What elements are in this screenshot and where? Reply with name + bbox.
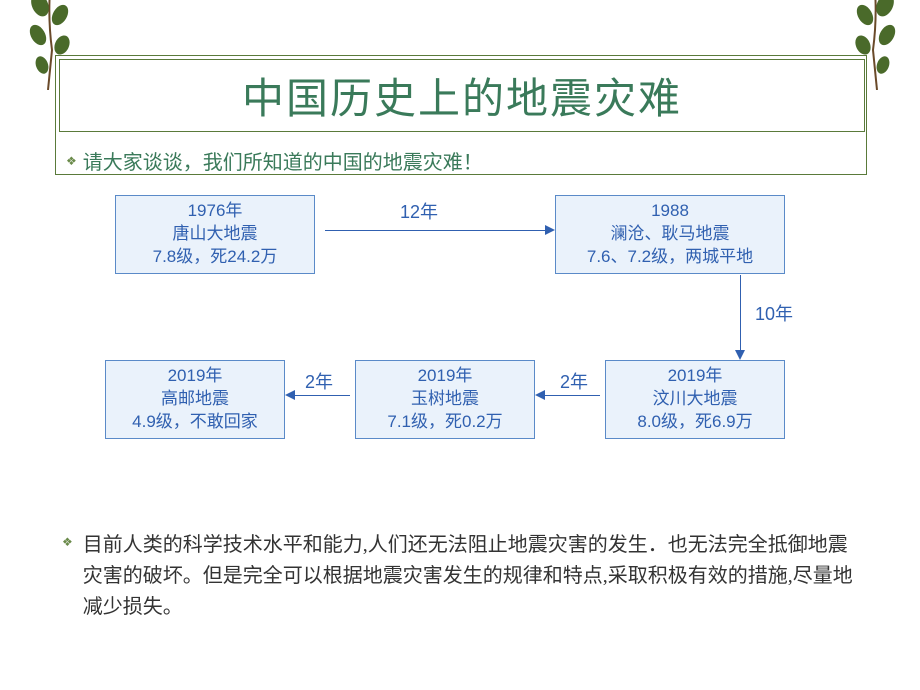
arrow-line bbox=[740, 275, 741, 350]
node-year: 2019年 bbox=[362, 365, 528, 388]
edge-label: 12年 bbox=[400, 198, 438, 224]
edge-label: 10年 bbox=[755, 300, 793, 326]
node-year: 2019年 bbox=[112, 365, 278, 388]
flow-node-wenchuan: 2019年汶川大地震8.0级，死6.9万 bbox=[605, 360, 785, 439]
edge-label: 2年 bbox=[560, 368, 588, 394]
title-inner: 中国历史上的地震灾难 bbox=[59, 59, 865, 132]
node-year: 1988 bbox=[562, 200, 778, 223]
arrow-line bbox=[545, 395, 600, 396]
bullet-icon: ❖ bbox=[66, 155, 77, 167]
arrow-line bbox=[325, 230, 545, 231]
flow-node-gaoyou: 2019年高邮地震4.9级，不敢回家 bbox=[105, 360, 285, 439]
summary-paragraph: ❖ 目前人类的科学技术水平和能力,人们还无法阻止地震灾害的发生．也无法完全抵御地… bbox=[62, 530, 862, 623]
arrow-head-icon bbox=[735, 350, 745, 360]
edge-label: 2年 bbox=[305, 368, 333, 394]
node-name: 高邮地震 bbox=[112, 388, 278, 411]
node-name: 澜沧、耿马地震 bbox=[562, 223, 778, 246]
arrow-line bbox=[295, 395, 350, 396]
subtitle-row: ❖ 请大家谈谈，我们所知道的中国的地震灾难！ bbox=[66, 146, 483, 175]
node-detail: 7.6、7.2级，两城平地 bbox=[562, 246, 778, 269]
subtitle-text: 请大家谈谈，我们所知道的中国的地震灾难！ bbox=[83, 146, 483, 175]
node-detail: 8.0级，死6.9万 bbox=[612, 411, 778, 434]
node-year: 1976年 bbox=[122, 200, 308, 223]
node-detail: 4.9级，不敢回家 bbox=[112, 411, 278, 434]
arrow-head-icon bbox=[535, 390, 545, 400]
node-name: 唐山大地震 bbox=[122, 223, 308, 246]
arrow-head-icon bbox=[545, 225, 555, 235]
arrow-head-icon bbox=[285, 390, 295, 400]
node-year: 2019年 bbox=[612, 365, 778, 388]
flow-node-yushu: 2019年玉树地震7.1级，死0.2万 bbox=[355, 360, 535, 439]
flow-node-tangshan: 1976年唐山大地震7.8级，死24.2万 bbox=[115, 195, 315, 274]
node-name: 汶川大地震 bbox=[612, 388, 778, 411]
flow-node-lancang: 1988澜沧、耿马地震7.6、7.2级，两城平地 bbox=[555, 195, 785, 274]
page-title: 中国历史上的地震灾难 bbox=[242, 65, 682, 126]
title-container: 中国历史上的地震灾难 ❖ 请大家谈谈，我们所知道的中国的地震灾难！ bbox=[55, 55, 867, 175]
summary-text: 目前人类的科学技术水平和能力,人们还无法阻止地震灾害的发生．也无法完全抵御地震灾… bbox=[83, 530, 862, 623]
node-detail: 7.8级，死24.2万 bbox=[122, 246, 308, 269]
node-detail: 7.1级，死0.2万 bbox=[362, 411, 528, 434]
node-name: 玉树地震 bbox=[362, 388, 528, 411]
bullet-icon: ❖ bbox=[62, 536, 73, 623]
